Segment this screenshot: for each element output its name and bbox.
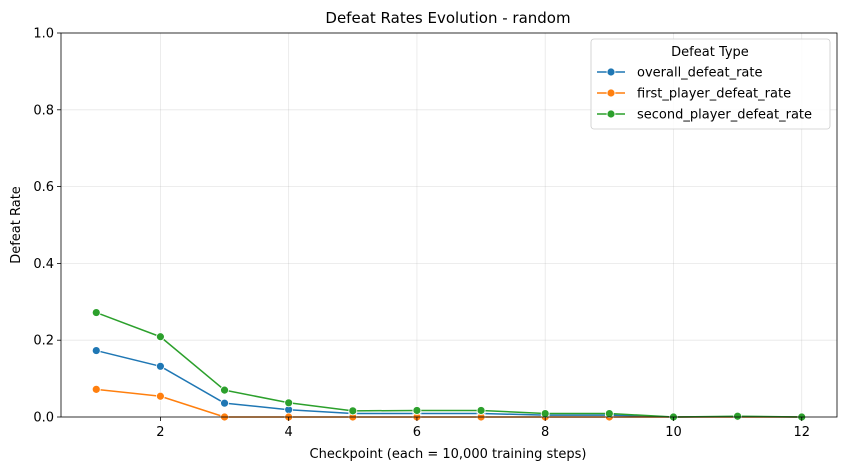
legend-item-second_player_defeat_rate: second_player_defeat_rate [597, 108, 812, 123]
x-tick-label: 8 [541, 425, 549, 440]
axis-ticks: 2 4 6 8 10 12 0.0 0.2 0.4 0.6 0.8 1.0 [33, 27, 810, 441]
legend-item-first_player_defeat_rate: first_player_defeat_rate [597, 87, 791, 102]
data-point [156, 361, 165, 371]
legend-marker [606, 109, 616, 119]
data-point [156, 391, 165, 401]
x-tick-label: 12 [793, 425, 810, 440]
y-tick-label: 0.0 [33, 411, 54, 426]
legend-box [590, 38, 831, 130]
data-point [220, 385, 229, 395]
data-point [284, 398, 294, 408]
data-point [91, 384, 101, 394]
legend-label: first_player_defeat_rate [637, 87, 791, 102]
legend-label: overall_defeat_rate [637, 66, 762, 81]
x-tick-label: 4 [285, 425, 293, 440]
data-point [412, 406, 422, 415]
data-point [476, 406, 486, 415]
data-point [604, 409, 614, 418]
chart-title: Defeat Rates Evolution - random [325, 9, 570, 27]
data-point [156, 332, 165, 342]
y-axis-label: Defeat Rate [9, 186, 24, 264]
legend-label: second_player_defeat_rate [637, 108, 812, 123]
data-point [220, 398, 229, 408]
x-tick-label: 10 [665, 425, 682, 440]
y-tick-label: 0.8 [33, 103, 54, 118]
legend-item-overall_defeat_rate: overall_defeat_rate [597, 66, 762, 81]
legend-marker [606, 88, 616, 98]
data-point [91, 308, 101, 317]
data-point [540, 409, 550, 418]
data-point [733, 411, 742, 421]
legend-title: Defeat Type [671, 45, 749, 60]
x-axis-label: Checkpoint (each = 10,000 training steps… [310, 447, 587, 462]
data-point [348, 406, 358, 416]
data-point [91, 346, 101, 355]
legend: Defeat Type overall_defeat_rate first_pla… [590, 38, 831, 130]
y-tick-label: 1.0 [33, 27, 54, 42]
x-tick-label: 2 [156, 425, 164, 440]
y-tick-label: 0.4 [33, 257, 54, 272]
legend-marker [606, 67, 616, 77]
y-tick-label: 0.6 [33, 180, 54, 195]
y-tick-label: 0.2 [33, 334, 54, 349]
plot-frame [60, 32, 838, 418]
x-tick-label: 6 [413, 425, 421, 440]
